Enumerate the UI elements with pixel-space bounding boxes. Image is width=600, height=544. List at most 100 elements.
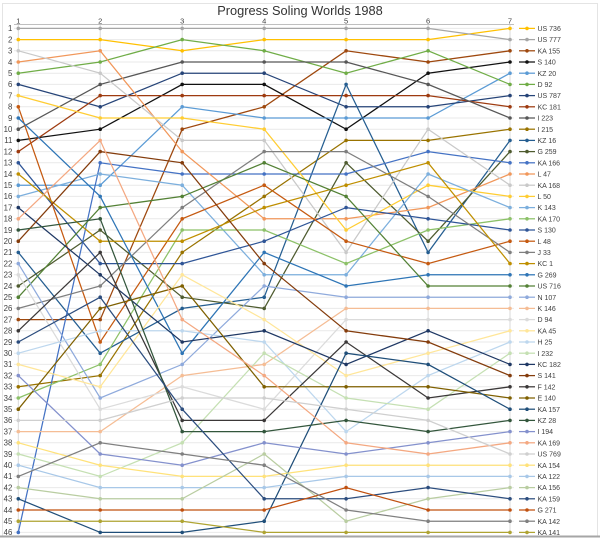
svg-text:7: 7	[508, 17, 512, 26]
svg-text:S 141: S 141	[538, 373, 556, 380]
svg-text:4: 4	[262, 17, 266, 26]
svg-text:KC 1: KC 1	[538, 261, 554, 268]
svg-text:US 787: US 787	[538, 93, 561, 100]
svg-text:KZ 28: KZ 28	[538, 418, 557, 425]
svg-text:24: 24	[4, 282, 13, 291]
svg-text:J 33: J 33	[538, 250, 551, 257]
svg-text:KZ 16: KZ 16	[538, 138, 557, 145]
svg-text:2: 2	[98, 17, 102, 26]
svg-text:G 259: G 259	[538, 149, 557, 156]
svg-text:16: 16	[4, 192, 13, 201]
svg-text:KA 141: KA 141	[538, 530, 561, 537]
svg-text:I 232: I 232	[538, 351, 554, 358]
svg-text:1: 1	[8, 24, 12, 33]
svg-text:2: 2	[8, 35, 12, 44]
svg-text:KA 157: KA 157	[538, 407, 561, 414]
svg-text:KA 166: KA 166	[538, 160, 561, 167]
svg-text:I 223: I 223	[538, 116, 554, 123]
svg-text:3: 3	[8, 47, 12, 56]
svg-text:21: 21	[4, 248, 13, 257]
svg-text:27: 27	[4, 315, 13, 324]
svg-text:6: 6	[8, 80, 12, 89]
svg-text:6: 6	[426, 17, 430, 26]
svg-text:KZ 20: KZ 20	[538, 71, 557, 78]
svg-text:32: 32	[4, 371, 13, 380]
svg-text:43: 43	[4, 495, 13, 504]
svg-text:15: 15	[4, 181, 13, 190]
svg-text:KC 181: KC 181	[538, 104, 561, 111]
svg-text:KA 159: KA 159	[538, 496, 561, 503]
svg-text:10: 10	[4, 125, 13, 134]
svg-text:D 94: D 94	[538, 317, 553, 324]
svg-text:US 769: US 769	[538, 452, 561, 459]
svg-text:G 269: G 269	[538, 272, 557, 279]
svg-text:E 140: E 140	[538, 396, 556, 403]
svg-text:33: 33	[4, 383, 13, 392]
svg-text:39: 39	[4, 450, 13, 459]
svg-text:40: 40	[4, 461, 13, 470]
svg-text:45: 45	[4, 517, 13, 526]
svg-text:34: 34	[4, 394, 13, 403]
svg-text:25: 25	[4, 293, 13, 302]
svg-text:N 107: N 107	[538, 295, 557, 302]
svg-text:14: 14	[4, 170, 13, 179]
svg-text:36: 36	[4, 416, 13, 425]
svg-text:44: 44	[4, 506, 13, 515]
svg-text:5: 5	[344, 17, 348, 26]
svg-text:8: 8	[8, 103, 12, 112]
svg-text:KA 142: KA 142	[538, 519, 561, 526]
svg-text:4: 4	[8, 58, 13, 67]
svg-text:S 130: S 130	[538, 228, 556, 235]
svg-text:7: 7	[8, 91, 12, 100]
svg-text:42: 42	[4, 483, 13, 492]
svg-text:US 777: US 777	[538, 37, 561, 44]
svg-text:KA 155: KA 155	[538, 48, 561, 55]
svg-text:US 736: US 736	[538, 26, 561, 33]
svg-text:37: 37	[4, 427, 13, 436]
svg-text:11: 11	[4, 136, 12, 145]
svg-text:D 92: D 92	[538, 82, 553, 89]
svg-text:26: 26	[4, 304, 13, 313]
svg-text:L 48: L 48	[538, 239, 551, 246]
svg-text:19: 19	[4, 226, 13, 235]
svg-text:22: 22	[4, 259, 13, 268]
svg-text:G 271: G 271	[538, 508, 557, 515]
svg-text:L 50: L 50	[538, 194, 551, 201]
svg-text:KA 45: KA 45	[538, 328, 557, 335]
svg-text:13: 13	[4, 159, 13, 168]
svg-text:41: 41	[4, 472, 13, 481]
svg-text:K 146: K 146	[538, 306, 556, 313]
svg-text:12: 12	[4, 147, 13, 156]
svg-text:K 143: K 143	[538, 205, 556, 212]
svg-text:17: 17	[4, 203, 13, 212]
svg-text:23: 23	[4, 271, 13, 280]
svg-text:35: 35	[4, 405, 13, 414]
svg-text:KA 122: KA 122	[538, 474, 561, 481]
svg-text:31: 31	[4, 360, 13, 369]
svg-text:3: 3	[180, 17, 184, 26]
svg-text:18: 18	[4, 215, 13, 224]
svg-text:29: 29	[4, 338, 13, 347]
svg-text:28: 28	[4, 327, 13, 336]
svg-text:KA 154: KA 154	[538, 463, 561, 470]
svg-text:KA 170: KA 170	[538, 216, 561, 223]
svg-text:46: 46	[4, 528, 13, 537]
svg-text:KA 156: KA 156	[538, 485, 561, 492]
svg-text:US 716: US 716	[538, 284, 561, 291]
svg-text:S 140: S 140	[538, 60, 556, 67]
svg-text:I 215: I 215	[538, 127, 554, 134]
svg-text:1: 1	[16, 17, 20, 26]
svg-text:H 25: H 25	[538, 340, 553, 347]
svg-text:KC 182: KC 182	[538, 362, 561, 369]
svg-text:I 194: I 194	[538, 429, 554, 436]
svg-text:KA 169: KA 169	[538, 440, 561, 447]
svg-text:KA 168: KA 168	[538, 183, 561, 190]
svg-text:Progress Soling Worlds 1988: Progress Soling Worlds 1988	[217, 3, 383, 18]
svg-text:38: 38	[4, 439, 13, 448]
svg-text:9: 9	[8, 114, 12, 123]
svg-text:30: 30	[4, 349, 13, 358]
svg-text:5: 5	[8, 69, 13, 78]
svg-text:L 47: L 47	[538, 172, 551, 179]
svg-text:F 142: F 142	[538, 384, 556, 391]
svg-text:20: 20	[4, 237, 13, 246]
